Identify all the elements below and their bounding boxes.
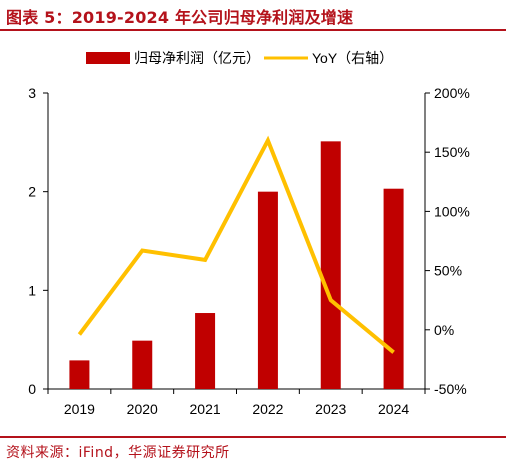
right-tick-label: 150% — [434, 144, 470, 160]
bar-2021 — [195, 313, 216, 389]
bar-2024 — [383, 188, 404, 389]
right-tick-label: 0% — [434, 322, 454, 338]
title-divider — [0, 29, 506, 31]
x-tick-label: 2022 — [252, 401, 283, 417]
right-tick-label: 200% — [434, 85, 470, 101]
x-tick-label: 2024 — [378, 401, 409, 417]
right-tick-label: 100% — [434, 203, 470, 219]
figure-title: 图表 5：2019-2024 年公司归母净利润及增速 — [6, 8, 354, 27]
left-tick-label: 3 — [28, 85, 36, 101]
combo-chart: 归母净利润（亿元） YoY（右轴） 0 1 2 3 -50% 0% 50% 100% 150% 2… — [28, 50, 470, 417]
bar-2023 — [320, 141, 341, 389]
left-tick-label: 0 — [28, 381, 36, 397]
footer-divider — [0, 436, 506, 438]
x-tick-label: 2023 — [315, 401, 346, 417]
yoy-line — [77, 135, 395, 354]
x-tick-label: 2021 — [190, 401, 221, 417]
x-tick-label: 2020 — [127, 401, 158, 417]
bar-2020 — [132, 340, 153, 389]
legend-label-line: YoY（右轴） — [312, 50, 393, 66]
left-tick-label: 1 — [28, 282, 36, 298]
right-tick-label: -50% — [434, 381, 467, 397]
legend-label-bar: 归母净利润（亿元） — [134, 50, 260, 66]
right-tick-label: 50% — [434, 263, 462, 279]
left-tick-label: 2 — [28, 184, 36, 200]
bar-2022 — [257, 191, 278, 389]
source-note: 资料来源：iFind，华源证券研究所 — [6, 445, 230, 461]
legend-swatch-bar — [86, 52, 130, 64]
legend: 归母净利润（亿元） YoY（右轴） — [86, 50, 393, 66]
bar-2019 — [69, 360, 90, 389]
x-tick-label: 2019 — [64, 401, 95, 417]
